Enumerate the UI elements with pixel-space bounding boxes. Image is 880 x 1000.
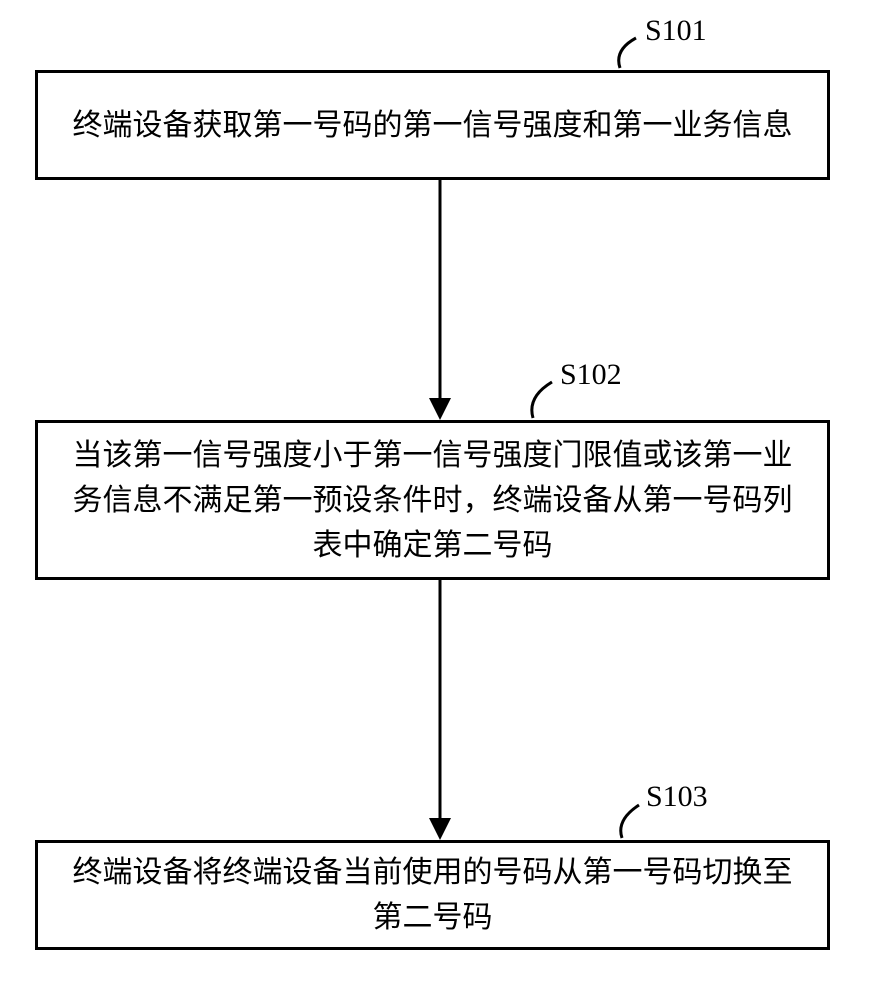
flowchart-container: 终端设备获取第一号码的第一信号强度和第一业务信息 S101 当该第一信号强度小于… [0, 0, 880, 1000]
step-label-s103: S103 [646, 780, 708, 814]
node-text: 终端设备将终端设备当前使用的号码从第一号码切换至第二号码 [58, 850, 807, 940]
label-text: S103 [646, 780, 708, 813]
flow-node-s103: 终端设备将终端设备当前使用的号码从第一号码切换至第二号码 [35, 840, 830, 950]
callout-s103 [0, 0, 880, 840]
